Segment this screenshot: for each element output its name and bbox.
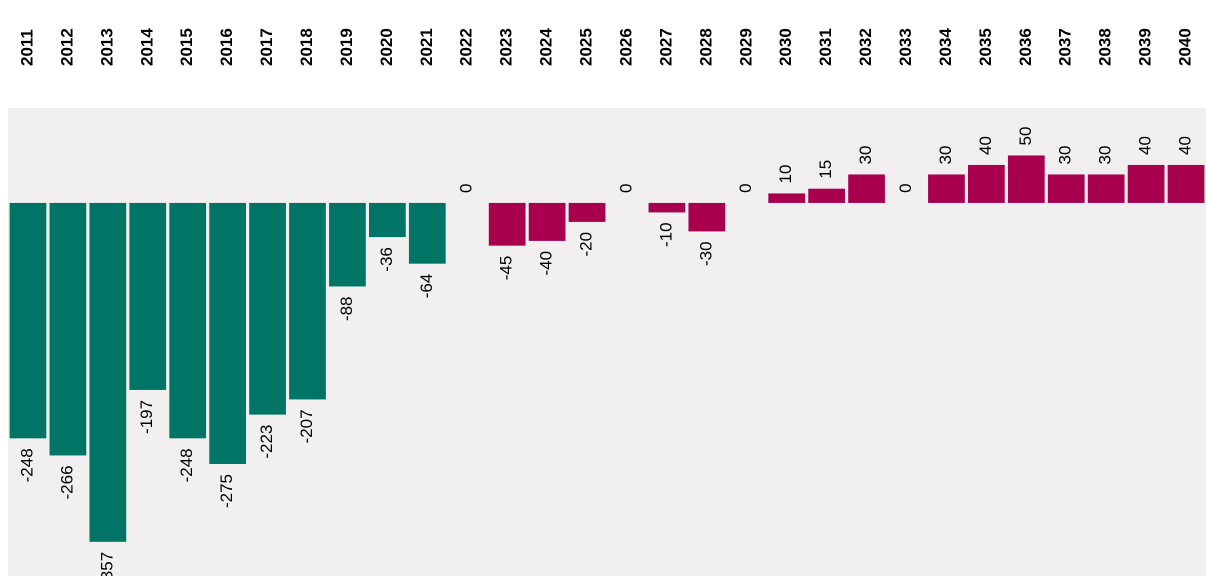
value-label: -64 [417, 274, 436, 299]
bar [249, 202, 286, 415]
x-tick-label: 2037 [1056, 28, 1075, 66]
x-tick-label: 2030 [776, 28, 795, 66]
x-tick-label: 2032 [856, 28, 875, 66]
value-label: -197 [137, 400, 156, 434]
x-tick-label: 2022 [457, 28, 476, 66]
x-tick-label: 2012 [57, 28, 76, 66]
bar [169, 202, 207, 439]
bar [528, 202, 566, 241]
bar [928, 174, 965, 203]
x-tick-label: 2031 [816, 28, 835, 66]
bar [648, 202, 686, 213]
x-tick-label: 2018 [297, 28, 316, 66]
x-tick-label: 2019 [337, 28, 356, 66]
x-tick-label: 2015 [177, 28, 196, 66]
value-label: 30 [1056, 146, 1075, 165]
x-tick-label: 2039 [1136, 28, 1155, 66]
bar [808, 188, 846, 203]
bar [568, 202, 606, 222]
x-tick-label: 2023 [497, 28, 516, 66]
bar [209, 202, 247, 464]
bar [1007, 155, 1045, 203]
bar [329, 202, 366, 287]
x-tick-label: 2035 [976, 28, 995, 66]
bar [768, 193, 806, 203]
x-tick-label: 2028 [696, 28, 715, 66]
bar [688, 202, 726, 232]
x-tick-label: 2025 [577, 28, 596, 66]
value-label: 10 [776, 165, 795, 184]
value-label: 30 [1096, 146, 1115, 165]
bar [129, 202, 167, 390]
value-label: 0 [896, 183, 915, 192]
value-label: 0 [616, 183, 635, 192]
bar [368, 202, 406, 238]
x-tick-label: 2034 [936, 28, 955, 66]
value-label: -207 [297, 409, 316, 443]
bar [488, 202, 526, 246]
value-label: 40 [1136, 136, 1155, 155]
x-tick-label: 2011 [17, 29, 36, 66]
value-label: -266 [57, 465, 76, 499]
x-tick-label: 2038 [1096, 28, 1115, 66]
value-label: 40 [1176, 136, 1195, 155]
bar [289, 202, 326, 400]
value-label: -248 [177, 448, 196, 482]
x-tick-label: 2021 [417, 28, 436, 66]
value-label: -275 [217, 474, 236, 508]
bar [1087, 174, 1125, 203]
value-label: -20 [577, 232, 596, 257]
x-tick-label: 2040 [1176, 28, 1195, 66]
value-label: -248 [17, 448, 36, 482]
value-label: -357 [97, 552, 116, 576]
bar [1047, 174, 1085, 203]
bar [89, 202, 127, 542]
plot-background [8, 108, 1206, 576]
value-label: -10 [656, 222, 675, 247]
x-tick-label: 2014 [137, 28, 156, 66]
bar [408, 202, 446, 264]
value-label: 15 [816, 160, 835, 179]
value-label: 40 [976, 136, 995, 155]
value-label: -36 [377, 247, 396, 272]
x-tick-label: 2027 [656, 28, 675, 66]
value-label: 30 [936, 146, 955, 165]
x-tick-label: 2029 [736, 28, 755, 66]
x-tick-label: 2026 [616, 28, 635, 66]
bar [1167, 164, 1205, 203]
value-label: 30 [856, 146, 875, 165]
value-label: -45 [497, 256, 516, 281]
bar [1127, 164, 1165, 203]
x-tick-label: 2033 [896, 28, 915, 66]
value-label: -40 [537, 251, 556, 276]
x-tick-label: 2020 [377, 28, 396, 66]
bar [967, 164, 1005, 203]
bar [49, 202, 87, 456]
x-tick-label: 2013 [97, 28, 116, 66]
value-label: 0 [736, 183, 755, 192]
value-label: -223 [257, 425, 276, 459]
x-tick-label: 2016 [217, 28, 236, 66]
value-label: -30 [696, 241, 715, 266]
value-label: 0 [457, 183, 476, 192]
value-label: 50 [1016, 127, 1035, 146]
x-tick-label: 2024 [537, 28, 556, 66]
bar [9, 202, 47, 439]
value-label: -88 [337, 296, 356, 321]
x-tick-label: 2017 [257, 28, 276, 66]
x-tick-label: 2036 [1016, 28, 1035, 66]
bar [848, 174, 885, 203]
